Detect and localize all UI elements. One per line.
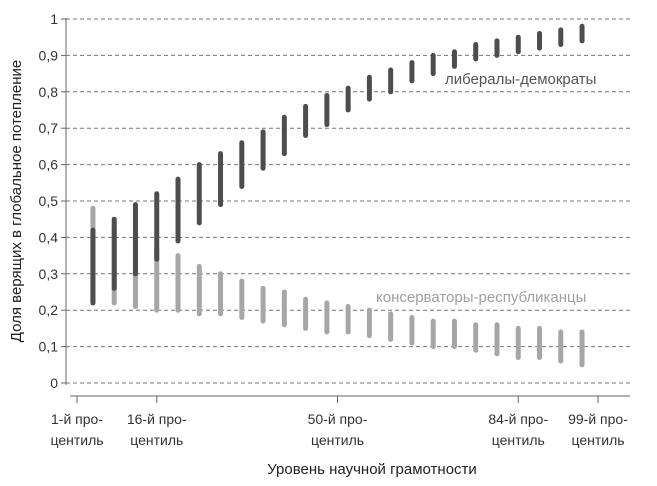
y-ticks: 0 0,1 0,2 0,3 0,4 0,5 0,6 0,7 0,8 0,9 1 bbox=[39, 11, 66, 391]
x-tick-label-line1: 16-й про- bbox=[127, 411, 187, 427]
error-bars bbox=[90, 23, 585, 368]
x-tick-label-line1: 84-й про- bbox=[488, 411, 548, 427]
x-tick-label-line2: центиль bbox=[311, 432, 364, 448]
series-0 bbox=[90, 23, 585, 306]
y-tick-label: 0,3 bbox=[39, 266, 59, 282]
x-tick-label-line1: 99-й про- bbox=[568, 411, 628, 427]
x-tick-label-line2: центиль bbox=[492, 432, 545, 448]
series-label-liberals: либералы-демократы bbox=[445, 71, 596, 88]
series-1 bbox=[90, 205, 585, 368]
y-tick-label: 0,6 bbox=[39, 157, 59, 173]
x-tick-label-line2: центиль bbox=[130, 432, 183, 448]
y-tick-label: 0,4 bbox=[39, 229, 59, 245]
x-tick-label-line2: центиль bbox=[50, 432, 103, 448]
y-tick-label: 0,5 bbox=[39, 193, 59, 209]
x-tick-label-line1: 50-й про- bbox=[308, 411, 368, 427]
x-tick-label-line1: 1-й про- bbox=[51, 411, 103, 427]
y-tick-label: 0,8 bbox=[39, 84, 59, 100]
x-ticks: 1-й про-центиль 16-й про-центиль 50-й про-… bbox=[50, 396, 628, 448]
y-tick-label: 1 bbox=[50, 11, 58, 27]
y-tick-label: 0,7 bbox=[39, 120, 59, 136]
x-axis-title: Уровень научной грамотности bbox=[267, 461, 477, 478]
x-tick-label-line2: центиль bbox=[571, 432, 624, 448]
y-tick-label: 0,9 bbox=[39, 47, 59, 63]
y-tick-label: 0,2 bbox=[39, 302, 59, 318]
y-axis-title: Доля верящих в глобальное потепление bbox=[8, 60, 25, 342]
series-label-conservatives: консерваторы-республиканцы bbox=[376, 289, 586, 306]
y-tick-label: 0,1 bbox=[39, 339, 59, 355]
y-tick-label: 0 bbox=[50, 375, 58, 391]
